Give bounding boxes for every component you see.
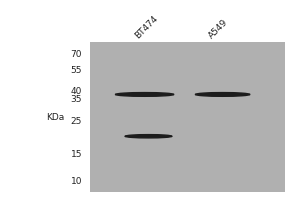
Text: 40: 40 (71, 87, 82, 96)
Text: 10: 10 (71, 177, 82, 186)
Text: A549: A549 (207, 17, 230, 40)
Text: 70: 70 (71, 50, 82, 59)
Ellipse shape (116, 93, 174, 96)
Text: BT474: BT474 (133, 13, 159, 40)
Ellipse shape (195, 93, 250, 96)
Ellipse shape (125, 135, 172, 138)
Text: 25: 25 (71, 117, 82, 126)
Text: KDa: KDa (46, 112, 64, 121)
Text: 55: 55 (71, 66, 82, 75)
Text: 35: 35 (71, 95, 82, 104)
Text: 15: 15 (71, 150, 82, 159)
